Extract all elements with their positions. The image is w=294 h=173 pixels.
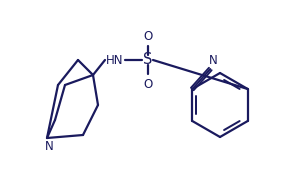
Text: O: O [143, 78, 153, 90]
Text: N: N [45, 139, 54, 153]
Text: O: O [143, 30, 153, 43]
Text: N: N [209, 54, 218, 67]
Text: HN: HN [106, 53, 124, 66]
Text: S: S [143, 52, 153, 67]
